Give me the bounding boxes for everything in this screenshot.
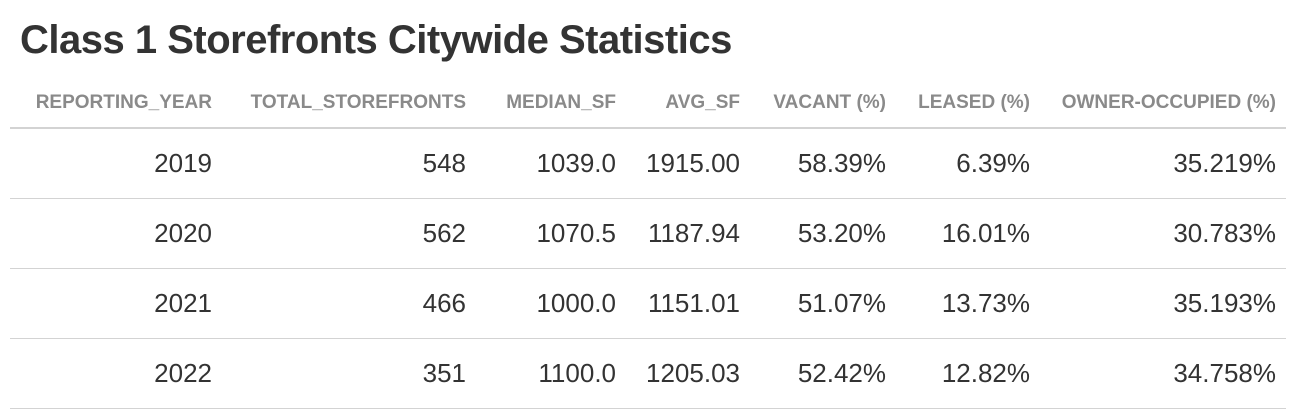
table-body: 2019 548 1039.0 1915.00 58.39% 6.39% 35.… — [10, 128, 1286, 409]
cell-avg-sf: 1205.03 — [626, 338, 750, 409]
cell-owner-occupied: 35.193% — [1040, 268, 1286, 339]
table-title: Class 1 Storefronts Citywide Statistics — [20, 18, 732, 62]
cell-avg-sf: 1915.00 — [626, 128, 750, 199]
column-header-leased: LEASED (%) — [896, 78, 1040, 129]
table-row: 2020 562 1070.5 1187.94 53.20% 16.01% 30… — [10, 198, 1286, 269]
cell-leased: 6.39% — [896, 128, 1040, 199]
cell-owner-occupied: 35.219% — [1040, 128, 1286, 199]
cell-reporting-year: 2022 — [10, 338, 222, 409]
table-header: REPORTING_YEAR TOTAL_STOREFRONTS MEDIAN_… — [10, 78, 1286, 129]
cell-reporting-year: 2021 — [10, 268, 222, 339]
cell-avg-sf: 1151.01 — [626, 268, 750, 339]
column-header-avg-sf: AVG_SF — [626, 78, 750, 129]
statistics-table: REPORTING_YEAR TOTAL_STOREFRONTS MEDIAN_… — [10, 78, 1286, 409]
cell-total-storefronts: 548 — [222, 128, 476, 199]
cell-leased: 16.01% — [896, 198, 1040, 269]
cell-vacant: 52.42% — [750, 338, 896, 409]
cell-avg-sf: 1187.94 — [626, 198, 750, 269]
cell-median-sf: 1100.0 — [476, 338, 626, 409]
table-row: 2021 466 1000.0 1151.01 51.07% 13.73% 35… — [10, 268, 1286, 339]
column-header-median-sf: MEDIAN_SF — [476, 78, 626, 129]
cell-total-storefronts: 351 — [222, 338, 476, 409]
cell-leased: 13.73% — [896, 268, 1040, 339]
table-row: 2022 351 1100.0 1205.03 52.42% 12.82% 34… — [10, 338, 1286, 409]
column-header-vacant: VACANT (%) — [750, 78, 896, 129]
cell-total-storefronts: 562 — [222, 198, 476, 269]
cell-vacant: 51.07% — [750, 268, 896, 339]
cell-reporting-year: 2019 — [10, 128, 222, 199]
cell-vacant: 58.39% — [750, 128, 896, 199]
cell-reporting-year: 2020 — [10, 198, 222, 269]
cell-leased: 12.82% — [896, 338, 1040, 409]
header-row: REPORTING_YEAR TOTAL_STOREFRONTS MEDIAN_… — [10, 78, 1286, 129]
cell-vacant: 53.20% — [750, 198, 896, 269]
column-header-reporting-year: REPORTING_YEAR — [10, 78, 222, 129]
cell-owner-occupied: 30.783% — [1040, 198, 1286, 269]
cell-total-storefronts: 466 — [222, 268, 476, 339]
column-header-owner-occupied: OWNER-OCCUPIED (%) — [1040, 78, 1286, 129]
table-row: 2019 548 1039.0 1915.00 58.39% 6.39% 35.… — [10, 128, 1286, 199]
column-header-total-storefronts: TOTAL_STOREFRONTS — [222, 78, 476, 129]
cell-owner-occupied: 34.758% — [1040, 338, 1286, 409]
cell-median-sf: 1039.0 — [476, 128, 626, 199]
cell-median-sf: 1000.0 — [476, 268, 626, 339]
cell-median-sf: 1070.5 — [476, 198, 626, 269]
